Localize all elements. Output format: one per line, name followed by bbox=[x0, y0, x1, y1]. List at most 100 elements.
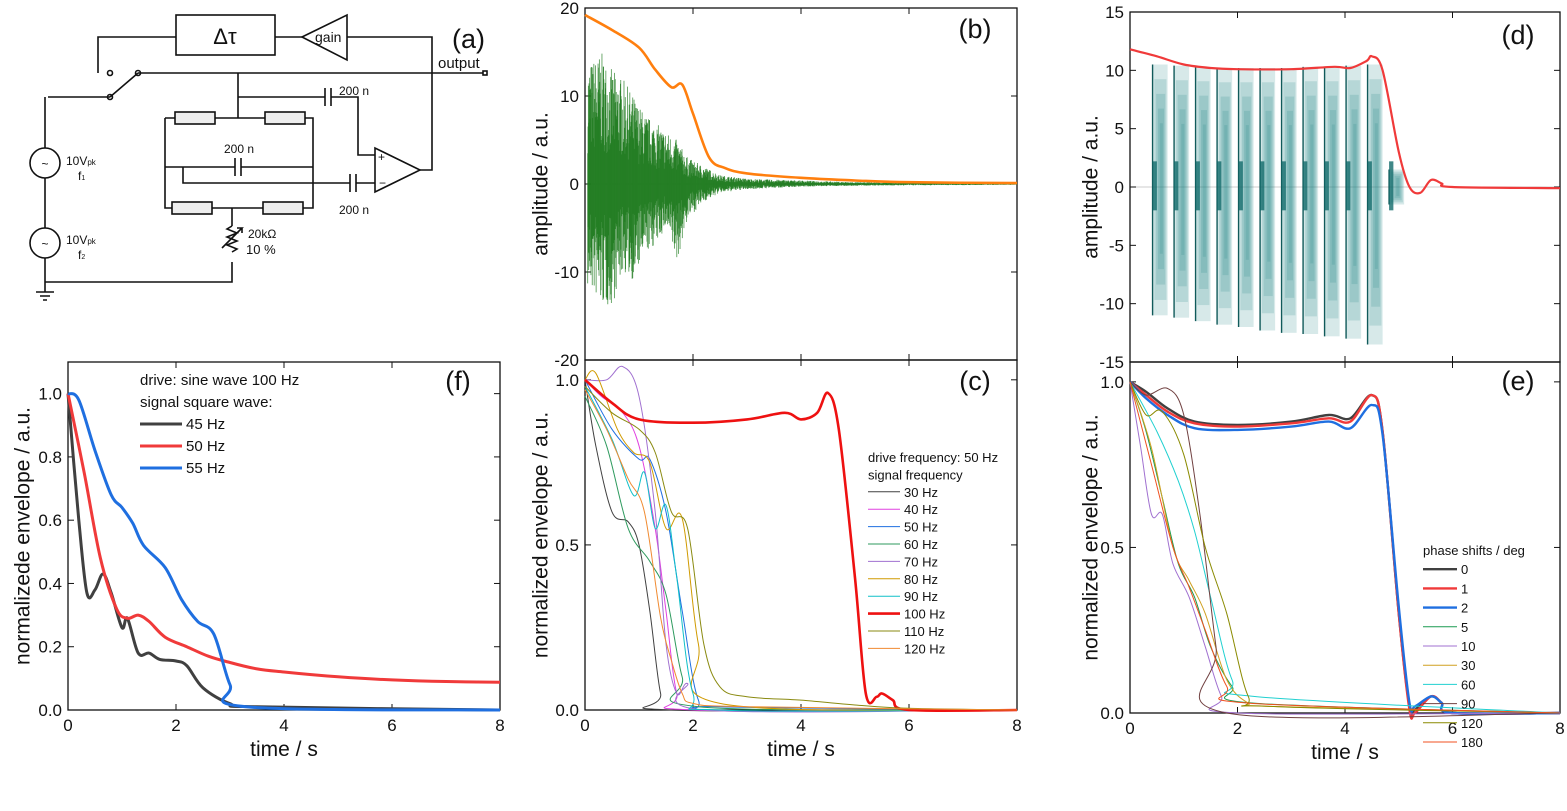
burst-core bbox=[1368, 161, 1372, 210]
series-line-45-Hz bbox=[68, 394, 500, 710]
y-tick-label: 0.2 bbox=[38, 638, 62, 657]
x-axis-label: time / s bbox=[250, 738, 318, 761]
resistor bbox=[172, 202, 212, 214]
source1-freq: f1 bbox=[78, 169, 85, 183]
series-line-60-Hz bbox=[585, 396, 1017, 710]
x-tick-label: 2 bbox=[688, 716, 697, 735]
y-tick-label: 10 bbox=[560, 87, 579, 106]
burst-core bbox=[1389, 161, 1393, 210]
burst-shade bbox=[1332, 125, 1335, 265]
burst-core bbox=[1260, 161, 1264, 210]
burst-shade bbox=[1267, 125, 1270, 262]
burst-shade bbox=[1353, 124, 1356, 266]
legend-entry: 70 Hz bbox=[904, 554, 938, 569]
burst-core bbox=[1217, 161, 1221, 210]
burst-shade bbox=[1289, 125, 1292, 263]
series-line-0 bbox=[1130, 49, 1560, 193]
ground-icon bbox=[36, 292, 54, 300]
legend-title: drive frequency: 50 Hz bbox=[868, 450, 998, 465]
legend-entry: 40 Hz bbox=[904, 502, 938, 517]
capacitor-plates bbox=[235, 88, 356, 192]
legend-entry: 120 bbox=[1461, 716, 1483, 731]
legend-entry: 100 Hz bbox=[904, 607, 945, 622]
y-tick-label: -10 bbox=[1099, 295, 1124, 314]
x-tick-label: 4 bbox=[279, 716, 288, 735]
x-tick-label: 8 bbox=[495, 716, 504, 735]
y-tick-label: -20 bbox=[554, 351, 579, 370]
axes-frame bbox=[1130, 362, 1560, 713]
legend-entry: 0 bbox=[1461, 562, 1468, 577]
legend-entry: 1 bbox=[1461, 581, 1468, 596]
series-line-110-Hz bbox=[585, 386, 1017, 710]
burst-core bbox=[1303, 161, 1307, 210]
y-tick-label: 0.0 bbox=[38, 701, 62, 720]
x-tick-label: 4 bbox=[1340, 719, 1349, 738]
y-tick-label: -5 bbox=[1109, 236, 1124, 255]
legend-entry: 180 bbox=[1461, 735, 1483, 750]
y-tick-label: 0.6 bbox=[38, 511, 62, 530]
burst-shade bbox=[1203, 125, 1206, 257]
y-axis-label: normalizede envelope / a.u. bbox=[11, 407, 34, 665]
legend-subtitle: signal frequency bbox=[868, 467, 963, 482]
burst-shade bbox=[1246, 125, 1249, 260]
op-amp-plus: + bbox=[378, 150, 385, 164]
panel-label-a: (a) bbox=[452, 24, 485, 54]
axes-frame bbox=[68, 362, 500, 710]
x-axis-label: time / s bbox=[1311, 741, 1379, 764]
legend-entry: 5 bbox=[1461, 620, 1468, 635]
legend-entry: 90 bbox=[1461, 697, 1475, 712]
x-tick-label: 0 bbox=[63, 716, 72, 735]
x-tick-label: 0 bbox=[1125, 719, 1134, 738]
source2-label: 10Vpk bbox=[66, 233, 97, 247]
burst-core bbox=[1196, 161, 1200, 210]
potentiometer bbox=[222, 226, 242, 252]
burst-core bbox=[1174, 161, 1178, 210]
circuit-diagram: Δτ gain + − ~ ~ (a) output 200 n 200 n 2… bbox=[30, 15, 487, 300]
legend-entry: 2 bbox=[1461, 601, 1468, 616]
y-tick-label: 10 bbox=[1105, 61, 1124, 80]
x-tick-label: 8 bbox=[1555, 719, 1564, 738]
burst-core bbox=[1153, 161, 1157, 210]
switch-arm bbox=[110, 73, 138, 97]
panel-label: (b) bbox=[959, 14, 992, 44]
y-tick-label: 0.4 bbox=[38, 574, 62, 593]
y-tick-label: 20 bbox=[560, 0, 579, 18]
burst-shade bbox=[1181, 124, 1184, 255]
y-tick-label: 1.0 bbox=[38, 385, 62, 404]
y-tick-label: 1.0 bbox=[1100, 373, 1124, 392]
legend-entry: 10 bbox=[1461, 639, 1475, 654]
source-symbol: ~ bbox=[41, 157, 48, 171]
resistor bbox=[265, 112, 305, 124]
x-tick-label: 6 bbox=[1448, 719, 1457, 738]
legend-entry: 50 Hz bbox=[186, 438, 225, 455]
source1-label: 10Vpk bbox=[66, 154, 97, 168]
burst-shade bbox=[1224, 125, 1227, 258]
cap-label: 200 n bbox=[339, 203, 369, 217]
x-tick-label: 6 bbox=[387, 716, 396, 735]
output-label: output bbox=[438, 55, 481, 72]
gain-label: gain bbox=[315, 29, 341, 45]
panel-label: (e) bbox=[1502, 366, 1535, 396]
burst-shade bbox=[1310, 125, 1313, 264]
resistor bbox=[263, 202, 303, 214]
y-axis-label: amplitude / a.u. bbox=[1079, 115, 1102, 259]
y-tick-label: 15 bbox=[1105, 3, 1124, 22]
legend-entry: 90 Hz bbox=[904, 589, 938, 604]
burst-core bbox=[1325, 161, 1329, 210]
switch-contact bbox=[108, 71, 113, 76]
burst-core bbox=[1346, 161, 1350, 210]
legend-entry: 80 Hz bbox=[904, 572, 938, 587]
y-tick-label: 1.0 bbox=[555, 371, 579, 390]
y-axis-label: normalized envelope / a.u. bbox=[1079, 414, 1102, 660]
signal-bursts bbox=[1153, 65, 1405, 345]
series-line-55-Hz bbox=[68, 394, 500, 710]
pot-tolerance: 10 % bbox=[246, 242, 276, 257]
pot-value: 20kΩ bbox=[248, 227, 276, 241]
legend-entry: 55 Hz bbox=[186, 460, 225, 477]
